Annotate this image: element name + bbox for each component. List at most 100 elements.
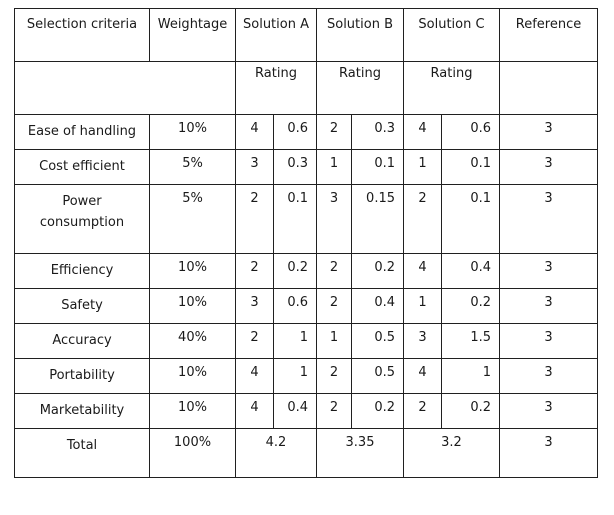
table-row: Accuracy 40% 2 1 1 0.5 3 1.5 3 — [14, 323, 598, 359]
solution-b-rating-cell: 1 — [316, 149, 352, 185]
solution-a-score-cell: 0.1 — [273, 184, 317, 254]
solution-b-rating-cell: 2 — [316, 114, 352, 150]
solution-c-score-cell: 0.2 — [441, 288, 500, 324]
solution-a-rating-cell: 2 — [235, 323, 274, 359]
solution-a-score-cell: 0.6 — [273, 288, 317, 324]
table-row: Portability 10% 4 1 2 0.5 4 1 3 — [14, 358, 598, 394]
solution-a-rating-cell: 4 — [235, 358, 274, 394]
weightage-cell: 10% — [149, 114, 236, 150]
solution-c-rating-cell: 2 — [403, 184, 442, 254]
solution-b-rating-cell: 3 — [316, 184, 352, 254]
header-reference: Reference — [499, 8, 598, 62]
weightage-cell: 5% — [149, 184, 236, 254]
subheader-rating-a: Rating — [235, 61, 317, 115]
criteria-cell: Accuracy — [14, 323, 150, 359]
weightage-cell: 10% — [149, 358, 236, 394]
solution-c-score-cell: 1 — [441, 358, 500, 394]
criteria-cell: Power consumption — [14, 184, 150, 254]
header-row: Selection criteria Weightage Solution A … — [14, 8, 598, 62]
solution-b-score-cell: 0.2 — [351, 253, 404, 289]
table-row: Cost efficient 5% 3 0.3 1 0.1 1 0.1 3 — [14, 149, 598, 185]
solution-b-rating-cell: 2 — [316, 393, 352, 429]
solution-b-score-cell: 0.5 — [351, 323, 404, 359]
reference-cell: 3 — [499, 253, 598, 289]
solution-a-score-cell: 0.3 — [273, 149, 317, 185]
solution-a-rating-cell: 3 — [235, 149, 274, 185]
subheader-rating-c: Rating — [403, 61, 500, 115]
subheader-reference-blank — [499, 61, 598, 115]
subheader-blank — [14, 61, 236, 115]
table-row: Efficiency 10% 2 0.2 2 0.2 4 0.4 3 — [14, 253, 598, 289]
solution-b-score-cell: 0.1 — [351, 149, 404, 185]
solution-a-rating-cell: 3 — [235, 288, 274, 324]
solution-c-rating-cell: 4 — [403, 114, 442, 150]
solution-b-score-cell: 0.4 — [351, 288, 404, 324]
weightage-cell: 5% — [149, 149, 236, 185]
criteria-cell: Safety — [14, 288, 150, 324]
solution-c-rating-cell: 1 — [403, 149, 442, 185]
header-weightage: Weightage — [149, 8, 236, 62]
total-solution-b: 3.35 — [316, 428, 404, 478]
subheader-rating-b: Rating — [316, 61, 404, 115]
solution-a-rating-cell: 2 — [235, 184, 274, 254]
solution-a-score-cell: 1 — [273, 358, 317, 394]
criteria-text: Power consumption — [39, 194, 125, 230]
total-weightage: 100% — [149, 428, 236, 478]
solution-c-score-cell: 0.2 — [441, 393, 500, 429]
reference-cell: 3 — [499, 184, 598, 254]
reference-cell: 3 — [499, 149, 598, 185]
solution-a-rating-cell: 4 — [235, 114, 274, 150]
solution-c-rating-cell: 2 — [403, 393, 442, 429]
reference-cell: 3 — [499, 358, 598, 394]
solution-c-score-cell: 0.4 — [441, 253, 500, 289]
table-row: Safety 10% 3 0.6 2 0.4 1 0.2 3 — [14, 288, 598, 324]
header-solution-a: Solution A — [235, 8, 317, 62]
reference-cell: 3 — [499, 288, 598, 324]
criteria-cell: Efficiency — [14, 253, 150, 289]
solution-a-rating-cell: 4 — [235, 393, 274, 429]
solution-b-rating-cell: 2 — [316, 288, 352, 324]
total-label: Total — [14, 428, 150, 478]
reference-cell: 3 — [499, 393, 598, 429]
solution-c-score-cell: 0.1 — [441, 184, 500, 254]
solution-a-score-cell: 1 — [273, 323, 317, 359]
header-criteria: Selection criteria — [14, 8, 150, 62]
solution-b-score-cell: 0.2 — [351, 393, 404, 429]
total-reference: 3 — [499, 428, 598, 478]
solution-b-score-cell: 0.5 — [351, 358, 404, 394]
table-row: Marketability 10% 4 0.4 2 0.2 2 0.2 3 — [14, 393, 598, 429]
criteria-cell: Cost efficient — [14, 149, 150, 185]
header-solution-c: Solution C — [403, 8, 500, 62]
solution-b-rating-cell: 1 — [316, 323, 352, 359]
criteria-cell: Ease of handling — [14, 114, 150, 150]
reference-cell: 3 — [499, 114, 598, 150]
weightage-cell: 10% — [149, 288, 236, 324]
solution-b-rating-cell: 2 — [316, 253, 352, 289]
solution-c-score-cell: 0.6 — [441, 114, 500, 150]
solution-b-rating-cell: 2 — [316, 358, 352, 394]
weightage-cell: 10% — [149, 393, 236, 429]
criteria-cell: Marketability — [14, 393, 150, 429]
solution-a-score-cell: 0.4 — [273, 393, 317, 429]
total-solution-a: 4.2 — [235, 428, 317, 478]
table-row: Ease of handling 10% 4 0.6 2 0.3 4 0.6 3 — [14, 114, 598, 150]
solution-c-rating-cell: 1 — [403, 288, 442, 324]
solution-c-score-cell: 1.5 — [441, 323, 500, 359]
table-row: Power consumption 5% 2 0.1 3 0.15 2 0.1 … — [14, 184, 598, 254]
subheader-row: Rating Rating Rating — [14, 61, 598, 115]
weightage-cell: 40% — [149, 323, 236, 359]
solution-a-rating-cell: 2 — [235, 253, 274, 289]
criteria-cell: Portability — [14, 358, 150, 394]
solution-c-rating-cell: 4 — [403, 253, 442, 289]
reference-cell: 3 — [499, 323, 598, 359]
header-solution-b: Solution B — [316, 8, 404, 62]
solution-b-score-cell: 0.15 — [351, 184, 404, 254]
total-row: Total 100% 4.2 3.35 3.2 3 — [14, 428, 598, 478]
weightage-cell: 10% — [149, 253, 236, 289]
solution-b-score-cell: 0.3 — [351, 114, 404, 150]
solution-c-score-cell: 0.1 — [441, 149, 500, 185]
selection-criteria-table: Selection criteria Weightage Solution A … — [14, 8, 598, 478]
total-solution-c: 3.2 — [403, 428, 500, 478]
solution-c-rating-cell: 4 — [403, 358, 442, 394]
solution-a-score-cell: 0.2 — [273, 253, 317, 289]
